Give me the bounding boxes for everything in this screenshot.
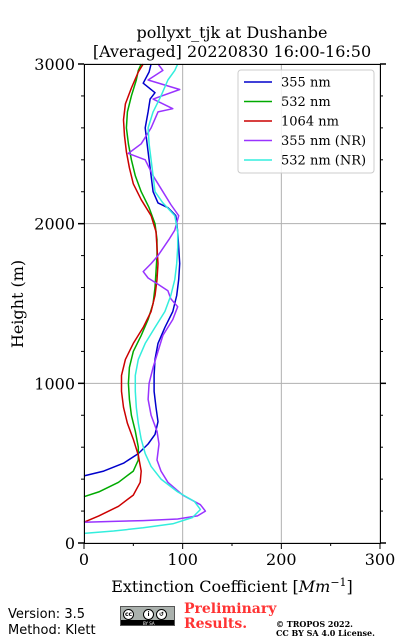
x-tick-label: 200 — [266, 550, 297, 569]
x-axis-label: Extinction Coefficient [Mm−1] — [111, 576, 353, 596]
legend-label-4: 532 nm (NR) — [281, 154, 366, 169]
chart-subtitle: [Averaged] 20220830 16:00-16:50 — [93, 42, 371, 61]
series-line-1 — [83, 63, 158, 498]
series-layer — [83, 63, 207, 535]
series-line-4 — [83, 63, 202, 535]
cc-badge-label: BY SA — [143, 621, 155, 626]
cc-icon: cc — [123, 609, 134, 620]
y-tick-label: 2000 — [34, 215, 75, 234]
chart: pollyxt_tjk at Dushanbe [Averaged] 20220… — [8, 23, 395, 596]
legend-label-0: 355 nm — [281, 76, 331, 91]
legend-label-3: 355 nm (NR) — [281, 134, 366, 149]
by-icon: i — [143, 609, 154, 620]
preliminary-notice: Preliminary Results. — [184, 602, 276, 632]
copyright-line2: CC BY SA 4.0 License. — [276, 628, 375, 638]
y-axis-label: Height (m) — [8, 260, 27, 348]
legend: 355 nm 532 nm 1064 nm 355 nm (NR) 532 nm (NR… — [237, 69, 375, 174]
cc-license-badge: cc i ↺ BY SA — [120, 606, 175, 626]
copyright-notice: © TROPOS 2022. CC BY SA 4.0 License. — [276, 620, 375, 638]
x-tick-label: 300 — [365, 550, 396, 569]
y-tick-label: 1000 — [34, 374, 75, 393]
chart-title: pollyxt_tjk at Dushanbe — [136, 23, 327, 42]
y-tick-label: 0 — [65, 534, 75, 553]
legend-label-2: 1064 nm — [281, 115, 339, 130]
sa-icon: ↺ — [156, 609, 167, 620]
legend-label-1: 532 nm — [281, 95, 331, 110]
y-tick-label: 3000 — [34, 55, 75, 74]
version-text: Version: 3.5 — [8, 607, 85, 622]
x-tick-label: 0 — [79, 550, 89, 569]
x-tick-label: 100 — [167, 550, 198, 569]
method-text: Method: Klett — [8, 623, 96, 638]
copyright-line1: © TROPOS 2022. — [276, 619, 353, 629]
prelim-line1: Preliminary — [184, 601, 277, 617]
version-info: Version: 3.5 Method: Klett — [8, 607, 96, 639]
prelim-line2: Results. — [184, 616, 248, 632]
legend-box — [237, 69, 375, 174]
series-line-2 — [83, 63, 159, 523]
